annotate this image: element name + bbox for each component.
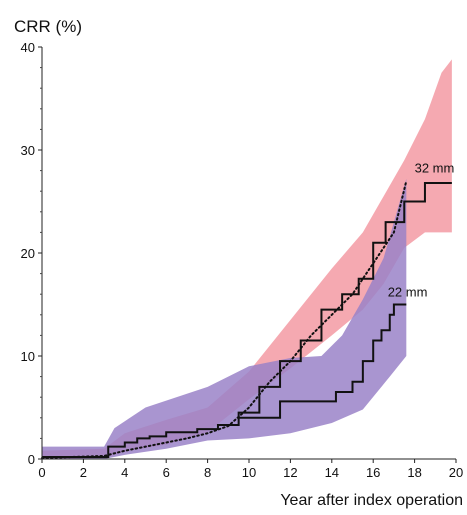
chart-title: CRR (%) [14, 17, 82, 36]
series-line-32mm [42, 181, 452, 458]
x-tick-label: 10 [242, 465, 256, 480]
y-tick-label: 10 [21, 349, 35, 364]
series-annotations: 32 mm 22 mm [388, 161, 455, 300]
x-tick-label: 16 [366, 465, 380, 480]
series-lines [41, 179, 452, 459]
ci-band-22mm [42, 178, 407, 459]
x-tick-label: 18 [407, 465, 421, 480]
series-line-22mm [238, 303, 407, 419]
axes: 0 10 20 30 40 0 2 4 6 8 10 12 14 16 18 20 [21, 40, 464, 480]
x-tick-label: 14 [325, 465, 339, 480]
x-tick-label: 12 [283, 465, 297, 480]
series-annotation-label: 22 mm [388, 284, 428, 299]
x-tick-label: 20 [449, 465, 463, 480]
confidence-bands [42, 59, 452, 460]
x-tick-label: 6 [163, 465, 170, 480]
y-tick-label: 0 [28, 452, 35, 467]
x-tick-label: 4 [121, 465, 128, 480]
y-tick-label: 30 [21, 143, 35, 158]
x-tick-label: 2 [80, 465, 87, 480]
y-tick-label: 40 [21, 40, 35, 55]
x-tick-label: 8 [204, 465, 211, 480]
y-tick-label: 20 [21, 246, 35, 261]
x-tick-label: 0 [38, 465, 45, 480]
x-axis-label: Year after index operation [280, 492, 463, 509]
series-annotation-label: 32 mm [415, 161, 455, 176]
